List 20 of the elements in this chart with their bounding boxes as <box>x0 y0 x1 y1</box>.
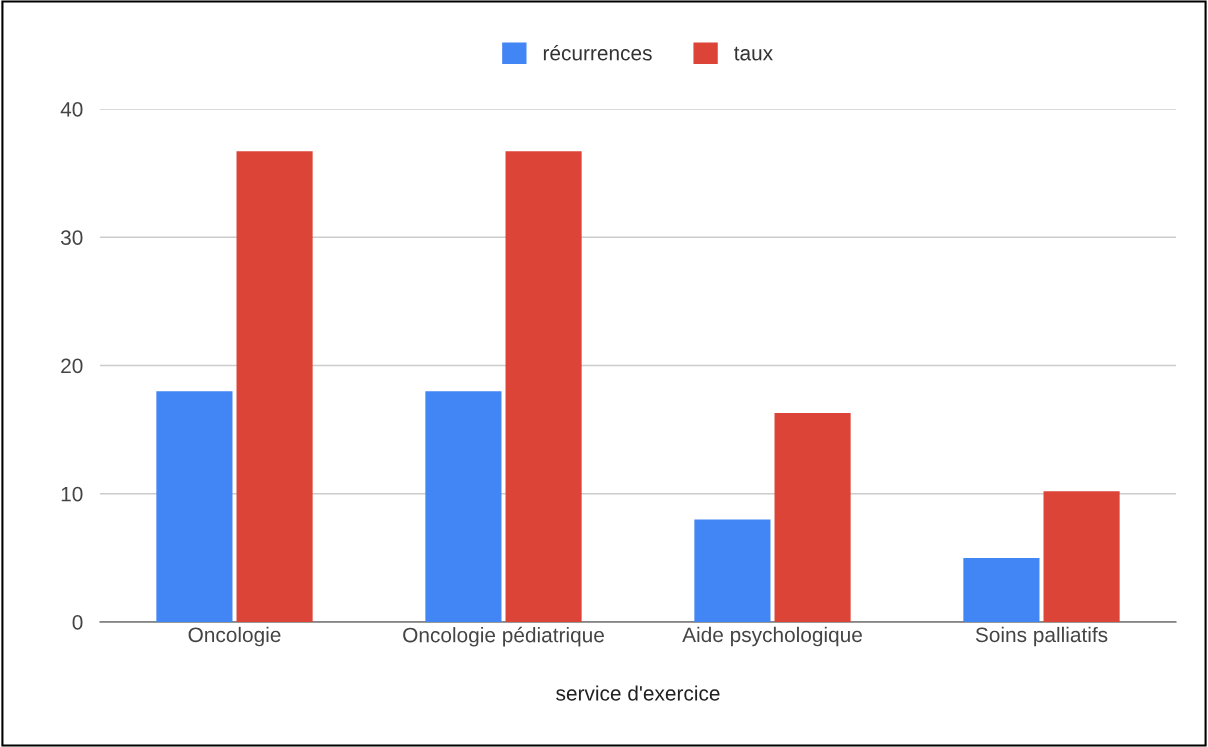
y-tick-label: 40 <box>60 102 83 117</box>
bar <box>1043 491 1120 622</box>
bar <box>156 391 233 622</box>
y-tick-label: 10 <box>61 486 83 502</box>
bar <box>694 519 771 622</box>
bar <box>425 391 502 622</box>
x-tick-label: Oncologie <box>188 626 281 647</box>
bar <box>774 412 851 622</box>
bar <box>505 151 582 622</box>
bar <box>963 557 1040 622</box>
y-tick-label: 20 <box>61 358 83 374</box>
x-tick-label: Oncologie pédiatrique <box>403 626 604 647</box>
x-tick-label: Soins palliatifs <box>975 626 1108 647</box>
y-tick-label: 0 <box>72 615 83 630</box>
bar <box>236 151 313 622</box>
legend-label: taux <box>734 46 773 61</box>
x-tick-label: Aide psychologique <box>682 626 862 647</box>
y-tick-label: 30 <box>60 230 83 245</box>
x-axis-title: service d'exercice <box>556 685 720 701</box>
legend-label: récurrences <box>543 44 652 61</box>
